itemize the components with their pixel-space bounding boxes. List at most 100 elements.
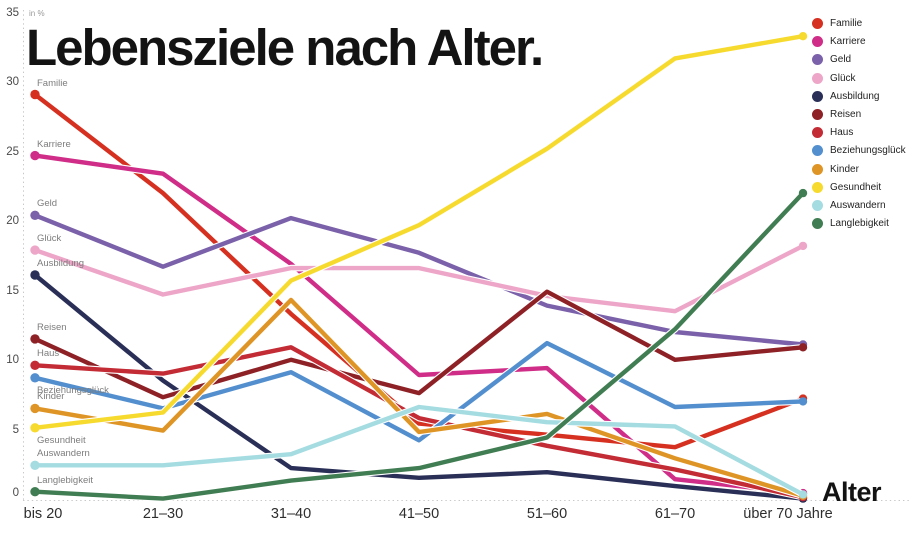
legend-item-gl-ck: Glück — [812, 72, 856, 84]
series-label-ausbildung: Ausbildung — [37, 258, 85, 269]
legend-item-gesundheit: Gesundheit — [812, 181, 881, 193]
x-tick-label: 51–60 — [526, 506, 568, 522]
x-tick-label: 41–50 — [398, 506, 440, 522]
y-tick-label: 25 — [6, 145, 19, 158]
legend-label: Beziehungsglück — [830, 145, 906, 157]
series-line-geld — [32, 213, 806, 347]
series-start-dot-reisen — [30, 334, 40, 344]
legend-label: Auswandern — [830, 200, 886, 211]
y-tick-label: 15 — [6, 284, 19, 297]
legend-item-kinder: Kinder — [812, 163, 859, 175]
legend-item-haus: Haus — [812, 127, 853, 139]
series-line-kinder — [32, 297, 806, 498]
legend-label: Glück — [830, 72, 856, 84]
series-line-auswandern — [32, 404, 806, 497]
legend-swatch-icon — [812, 127, 823, 139]
y-tick-label: 35 — [6, 7, 19, 19]
legend-swatch-icon — [812, 36, 823, 48]
series-label-gesundheit: Gesundheit — [37, 434, 86, 446]
x-tick-label: 21–30 — [142, 506, 184, 522]
legend-label: Reisen — [830, 109, 862, 120]
series-start-dot-ausbildung — [30, 270, 40, 280]
series-line-reisen — [32, 289, 806, 400]
legend-item-auswandern: Auswandern — [812, 200, 886, 212]
x-tick-label: 61–70 — [654, 506, 696, 522]
x-tick-label: 31–40 — [270, 506, 312, 522]
series-label-gl-ck: Glück — [37, 233, 62, 245]
legend-swatch-icon — [812, 72, 823, 84]
x-axis-title: Alter — [822, 477, 882, 507]
series-line-familie — [32, 92, 806, 450]
series-start-dot-gl-ck — [30, 245, 40, 255]
y-tick-label: 10 — [6, 354, 19, 367]
series-label-langlebigkeit: Langlebigkeit — [37, 474, 93, 486]
legend-item-reisen: Reisen — [812, 109, 861, 121]
series-start-dot-auswandern — [30, 460, 40, 470]
y-tick-label: 20 — [6, 215, 19, 228]
legend-item-langlebigkeit: Langlebigkeit — [812, 218, 889, 230]
series-label-karriere: Karriere — [37, 138, 71, 150]
legend-item-geld: Geld — [812, 54, 851, 66]
series-halo-geld — [31, 212, 807, 348]
series-start-dot-langlebigkeit — [30, 487, 40, 497]
legend-swatch-icon — [812, 109, 823, 120]
legend-swatch-icon — [812, 181, 823, 193]
y-tick-label: 30 — [6, 76, 19, 89]
series-halo-langlebigkeit — [31, 189, 807, 502]
series-end-dot-reisen — [798, 343, 808, 352]
series-start-dot-geld — [30, 210, 40, 220]
series-line-gesundheit — [32, 34, 806, 430]
legend-label: Kinder — [830, 163, 859, 175]
legend-label: Geld — [830, 54, 852, 66]
series-line-langlebigkeit — [32, 190, 806, 501]
legend-label: Familie — [830, 18, 863, 29]
legend-item-karriere: Karriere — [812, 36, 866, 48]
series-end-dot-gesundheit — [798, 32, 808, 41]
series-line-karriere — [32, 153, 806, 496]
x-tick-label: bis 20 — [23, 506, 63, 522]
legend-label: Ausbildung — [830, 90, 880, 102]
series-label-geld: Geld — [37, 198, 58, 210]
legend-label: Karriere — [830, 36, 866, 48]
series-start-dot-karriere — [30, 150, 40, 161]
series-line-gl-ck — [32, 243, 806, 314]
series-label-kinder: Kinder — [37, 391, 65, 403]
series-line-ausbildung — [32, 272, 806, 501]
y-tick-label: 5 — [12, 423, 19, 436]
legend-item-ausbildung: Ausbildung — [812, 90, 879, 102]
legend-swatch-icon — [812, 218, 823, 230]
legend-label: Gesundheit — [830, 181, 882, 193]
legend-swatch-icon — [812, 90, 823, 102]
series-start-dot-familie — [30, 89, 40, 100]
series-start-dot-beziehungsgl-ck — [30, 373, 40, 383]
legend-label: Langlebigkeit — [830, 218, 889, 230]
series-label-familie: Familie — [37, 77, 68, 89]
legend: Familie Karriere Geld Glück Ausbildung Reisen… — [812, 0, 912, 240]
legend-swatch-icon — [812, 145, 823, 157]
x-tick-label: über 70 Jahre — [743, 506, 833, 522]
series-line-haus — [32, 345, 806, 500]
y-tick-label: 0 — [12, 487, 19, 499]
legend-label: Haus — [830, 127, 854, 139]
series-label-auswandern: Auswandern — [37, 448, 90, 460]
legend-swatch-icon — [812, 54, 823, 66]
legend-item-familie: Familie — [812, 18, 862, 30]
series-end-dot-langlebigkeit — [798, 188, 808, 198]
series-end-dot-gl-ck — [798, 241, 808, 251]
series-end-dot-auswandern — [798, 490, 808, 499]
series-end-dot-beziehungsgl-ck — [798, 397, 808, 406]
legend-swatch-icon — [812, 163, 823, 175]
series-label-haus: Haus — [37, 348, 60, 360]
series-start-dot-kinder — [30, 403, 40, 414]
y-axis-unit-label: in % — [29, 9, 45, 18]
series-label-beziehungsgl-ck: Beziehungsglück — [37, 384, 109, 396]
legend-swatch-icon — [812, 200, 823, 211]
page-title: Lebensziele nach Alter. — [26, 19, 544, 76]
series-start-dot-haus — [30, 360, 40, 370]
series-label-reisen: Reisen — [37, 321, 67, 333]
legend-swatch-icon — [812, 18, 823, 29]
series-start-dot-gesundheit — [30, 423, 40, 433]
legend-item-beziehungsgl-ck: Beziehungsglück — [812, 145, 906, 157]
